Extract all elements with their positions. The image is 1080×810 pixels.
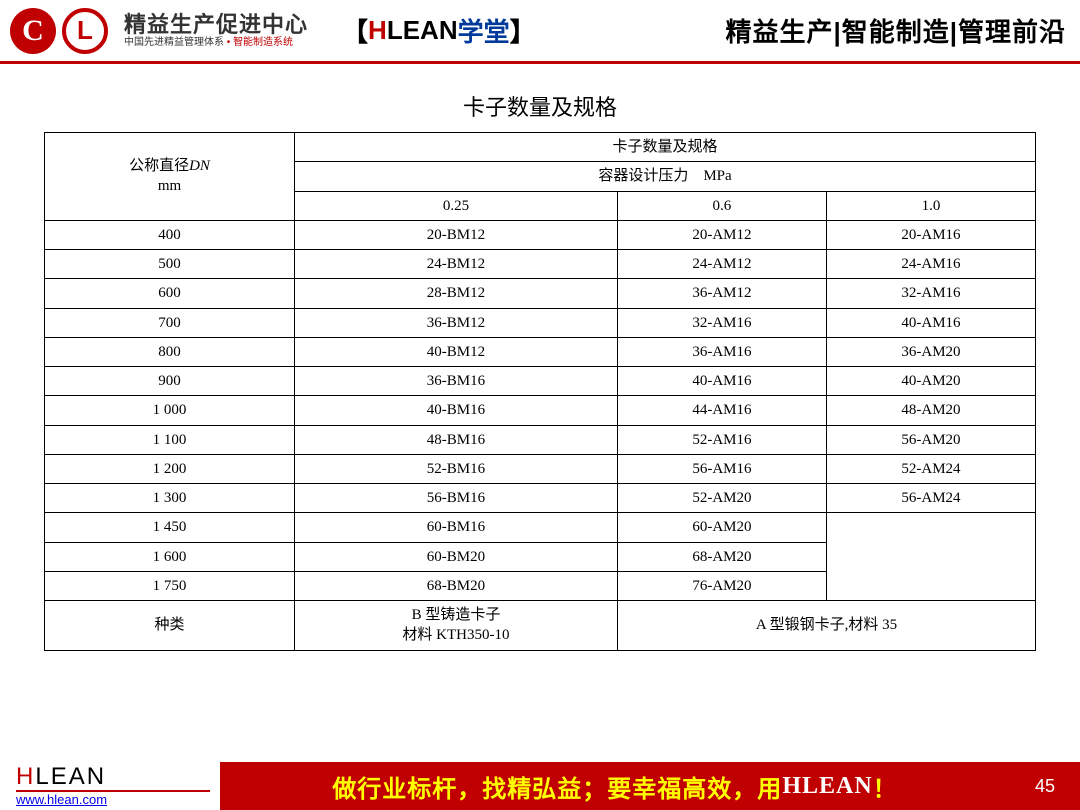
logo-group: C L 精益生产促进中心 中国先进精益管理体系 • 智能制造系统 [10,8,308,54]
cell-dn: 1 300 [45,484,295,513]
cell-dn: 1 000 [45,396,295,425]
bottom-bar: HLEAN www.hlean.com 做行业标杆，找精弘益；要幸福高效，用HL… [0,762,1080,810]
hlean-bracket: 【 H LEAN 学堂 】 [342,12,536,49]
col-sub-header: 容器设计压力 MPa [294,162,1035,191]
cell-p025: 68-BM20 [294,571,617,600]
cell-p06: 68-AM20 [617,542,826,571]
cell-p06: 56-AM16 [617,454,826,483]
page-header: C L 精益生产促进中心 中国先进精益管理体系 • 智能制造系统 【 H LEA… [0,0,1080,64]
org-subtitle: 中国先进精益管理体系 • 智能制造系统 [124,37,308,49]
cell-p10: 52-AM24 [826,454,1035,483]
cell-p06: 36-AM12 [617,279,826,308]
cell-p10-merged [826,513,1035,601]
cell-p06: 36-AM16 [617,337,826,366]
page-number: 45 [1010,762,1080,810]
footer-a-cell: A 型锻钢卡子,材料 35 [617,601,1035,651]
logo-l-icon: L [62,8,108,54]
table-row: 1 10048-BM1652-AM1656-AM20 [45,425,1036,454]
cell-p025: 56-BM16 [294,484,617,513]
cell-p10: 24-AM16 [826,250,1035,279]
col-dn-header: 公称直径DN mm [45,133,295,221]
pressure-col: 0.6 [617,191,826,220]
spec-table: 公称直径DN mm 卡子数量及规格 容器设计压力 MPa 0.25 0.6 1.… [44,132,1036,651]
cell-dn: 1 100 [45,425,295,454]
table-row: 1 45060-BM1660-AM20 [45,513,1036,542]
cell-p025: 60-BM20 [294,542,617,571]
table-footer-row: 种类 B 型铸造卡子 材料 KTH350-10 A 型锻钢卡子,材料 35 [45,601,1036,651]
cell-dn: 400 [45,220,295,249]
cell-dn: 900 [45,367,295,396]
org-title: 精益生产促进中心 [124,12,308,37]
cell-p10: 56-AM24 [826,484,1035,513]
cell-p025: 40-BM12 [294,337,617,366]
cell-p025: 24-BM12 [294,250,617,279]
cell-p06: 76-AM20 [617,571,826,600]
cell-dn: 500 [45,250,295,279]
cell-p10: 48-AM20 [826,396,1035,425]
cell-p06: 60-AM20 [617,513,826,542]
cell-p025: 48-BM16 [294,425,617,454]
cell-p10: 20-AM16 [826,220,1035,249]
cell-dn: 800 [45,337,295,366]
cell-dn: 1 750 [45,571,295,600]
col-merge-header: 卡子数量及规格 [294,133,1035,162]
cell-p06: 52-AM20 [617,484,826,513]
table-row: 60028-BM1236-AM1232-AM16 [45,279,1036,308]
table-row: 90036-BM1640-AM1640-AM20 [45,367,1036,396]
header-tags: 精益生产|智能制造|管理前沿 [725,12,1066,49]
cell-p025: 20-BM12 [294,220,617,249]
cell-p10: 40-AM20 [826,367,1035,396]
cell-p10: 56-AM20 [826,425,1035,454]
cell-p025: 40-BM16 [294,396,617,425]
table-title: 卡子数量及规格 [44,90,1036,122]
table-row: 1 20052-BM1656-AM1652-AM24 [45,454,1036,483]
table-row: 1 00040-BM1644-AM1648-AM20 [45,396,1036,425]
cell-p06: 32-AM16 [617,308,826,337]
table-row: 50024-BM1224-AM1224-AM16 [45,250,1036,279]
cell-p025: 36-BM16 [294,367,617,396]
cell-p025: 36-BM12 [294,308,617,337]
brand-box: HLEAN www.hlean.com [0,762,220,810]
footer-label: 种类 [45,601,295,651]
table-row: 40020-BM1220-AM1220-AM16 [45,220,1036,249]
footer-b-cell: B 型铸造卡子 材料 KTH350-10 [294,601,617,651]
org-text: 精益生产促进中心 中国先进精益管理体系 • 智能制造系统 [124,12,308,49]
cell-dn: 1 600 [45,542,295,571]
brand-url-link[interactable]: www.hlean.com [16,792,210,807]
cell-p06: 52-AM16 [617,425,826,454]
cell-p06: 40-AM16 [617,367,826,396]
cell-p10: 32-AM16 [826,279,1035,308]
slogan: 做行业标杆，找精弘益；要幸福高效，用HLEAN！ [220,762,1010,810]
pressure-col: 1.0 [826,191,1035,220]
logo-c-icon: C [10,8,56,54]
cell-dn: 600 [45,279,295,308]
cell-dn: 700 [45,308,295,337]
table-row: 80040-BM1236-AM1636-AM20 [45,337,1036,366]
cell-p10: 36-AM20 [826,337,1035,366]
content-area: 卡子数量及规格 公称直径DN mm 卡子数量及规格 容器设计压力 MPa 0.2… [0,64,1080,651]
cell-dn: 1 450 [45,513,295,542]
cell-dn: 1 200 [45,454,295,483]
cell-p10: 40-AM16 [826,308,1035,337]
cell-p06: 20-AM12 [617,220,826,249]
pressure-col: 0.25 [294,191,617,220]
table-row: 70036-BM1232-AM1640-AM16 [45,308,1036,337]
table-row: 1 30056-BM1652-AM2056-AM24 [45,484,1036,513]
cell-p06: 44-AM16 [617,396,826,425]
cell-p025: 60-BM16 [294,513,617,542]
cell-p025: 28-BM12 [294,279,617,308]
brand-logo-text: HLEAN [16,765,210,789]
cell-p06: 24-AM12 [617,250,826,279]
cell-p025: 52-BM16 [294,454,617,483]
